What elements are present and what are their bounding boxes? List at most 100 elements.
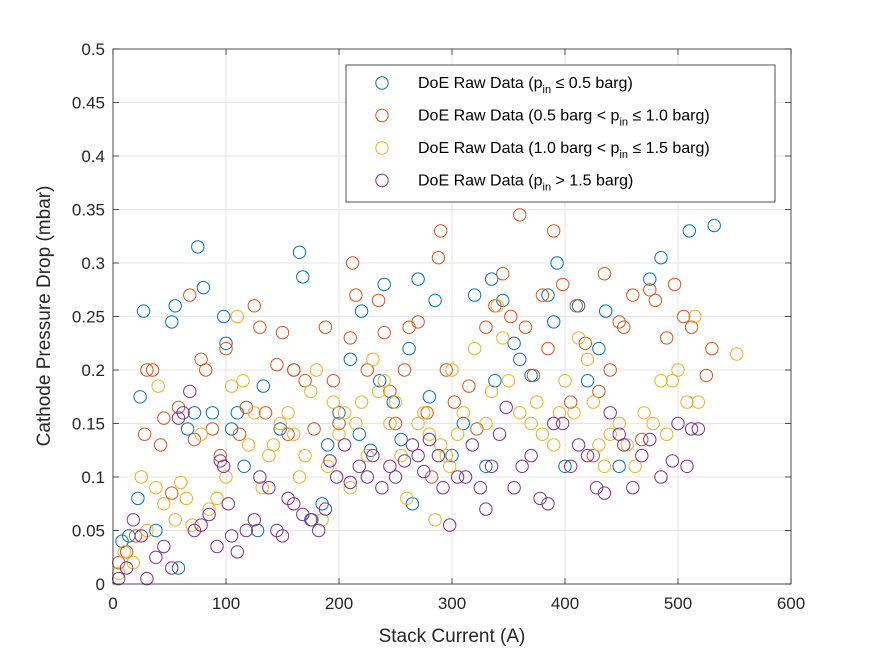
- data-point: [371, 293, 386, 308]
- data-point: [224, 379, 239, 393]
- data-point: [298, 374, 312, 388]
- data-point: [375, 481, 389, 495]
- data-point: [547, 315, 561, 329]
- data-point: [304, 513, 318, 527]
- data-point: [253, 320, 267, 334]
- data-point: [224, 529, 239, 543]
- data-point: [199, 363, 213, 377]
- data-point: [541, 288, 555, 302]
- data-point: [360, 470, 374, 484]
- data-point: [126, 555, 141, 570]
- data-point: [617, 320, 631, 334]
- data-point: [592, 341, 606, 356]
- data-point: [680, 459, 694, 473]
- data-point: [599, 304, 613, 318]
- data-point: [646, 416, 660, 431]
- data-point: [628, 459, 642, 473]
- data-point: [128, 529, 143, 543]
- data-point: [171, 400, 186, 415]
- data-point: [425, 470, 439, 484]
- data-point: [134, 470, 149, 484]
- data-point: [439, 448, 453, 463]
- data-point: [567, 406, 581, 420]
- x-tick-label: 200: [325, 594, 353, 613]
- data-point: [157, 497, 171, 511]
- data-point: [165, 561, 179, 575]
- data-point: [343, 331, 357, 345]
- data-point: [117, 545, 132, 559]
- data-point: [318, 502, 333, 516]
- data-point: [550, 256, 564, 270]
- data-point: [445, 448, 459, 463]
- data-point: [312, 523, 326, 538]
- data-point: [635, 432, 649, 447]
- data-point: [318, 320, 333, 334]
- data-point: [484, 459, 499, 473]
- data-point: [180, 422, 195, 436]
- series-1: [115, 218, 721, 575]
- data-point: [501, 374, 516, 388]
- data-point: [635, 448, 649, 463]
- data-point: [422, 427, 437, 441]
- data-point: [343, 481, 357, 495]
- data-point: [556, 416, 570, 431]
- data-point: [626, 481, 640, 495]
- y-tick-label: 0.3: [81, 254, 105, 273]
- data-point: [691, 422, 705, 436]
- data-point: [174, 475, 188, 490]
- legend-marker: [375, 141, 389, 155]
- data-point: [360, 363, 374, 377]
- data-point: [126, 513, 141, 527]
- data-point: [137, 427, 152, 441]
- legend-marker: [375, 173, 389, 188]
- data-point: [547, 224, 561, 238]
- data-point: [352, 427, 366, 441]
- data-point: [266, 438, 281, 452]
- data-point: [513, 352, 527, 366]
- data-point: [578, 336, 592, 350]
- data-point: [217, 309, 231, 324]
- legend-marker: [375, 108, 389, 123]
- data-point: [428, 513, 442, 527]
- data-point: [450, 427, 465, 441]
- data-point: [436, 481, 450, 495]
- data-point: [439, 363, 453, 377]
- data-point: [597, 267, 612, 281]
- data-point: [535, 427, 550, 441]
- data-point: [443, 518, 457, 532]
- data-point: [366, 448, 380, 463]
- data-point: [479, 320, 493, 334]
- data-point: [580, 448, 595, 463]
- data-point: [411, 272, 425, 286]
- data-point: [667, 277, 682, 292]
- data-point: [262, 481, 276, 495]
- data-point: [296, 507, 310, 522]
- legend-item: DoE Raw Data (0.5 barg < pin ≤ 1.0 barg): [375, 108, 710, 129]
- data-point: [191, 240, 205, 254]
- data-point: [458, 470, 473, 484]
- data-point: [682, 224, 696, 238]
- data-point: [187, 406, 202, 420]
- data-point: [258, 406, 273, 420]
- data-point: [165, 486, 179, 500]
- data-point: [349, 288, 363, 302]
- data-point: [431, 448, 446, 463]
- y-tick-label: 0.5: [81, 40, 105, 59]
- data-point: [402, 341, 416, 356]
- data-point: [287, 363, 301, 377]
- data-point: [620, 438, 634, 452]
- data-point: [230, 545, 245, 559]
- data-markers: [112, 208, 744, 586]
- data-point: [287, 427, 301, 441]
- data-point: [383, 416, 397, 431]
- data-point: [210, 491, 224, 506]
- data-point: [411, 416, 425, 431]
- data-point: [275, 325, 290, 340]
- data-point: [592, 438, 606, 452]
- data-point: [176, 406, 190, 420]
- y-axis-label: Cathode Pressure Drop (mbar): [34, 186, 55, 447]
- data-point: [323, 454, 337, 468]
- data-point: [345, 256, 360, 270]
- data-point: [547, 438, 561, 452]
- data-point: [343, 352, 357, 366]
